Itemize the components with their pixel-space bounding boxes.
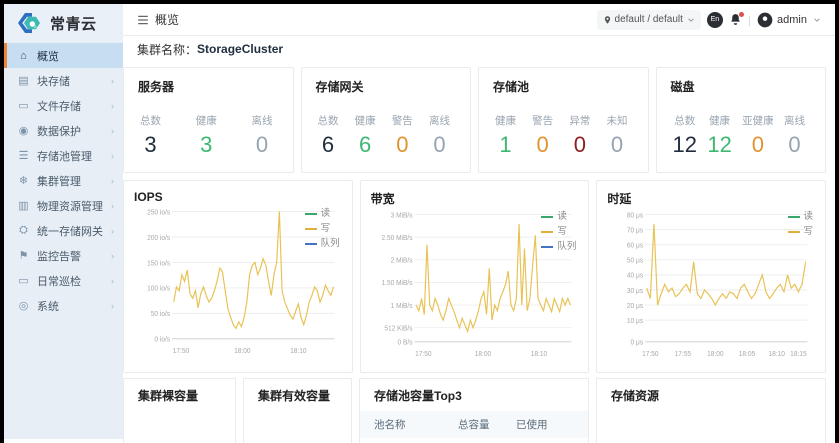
svg-text:200 io/s: 200 io/s [147, 235, 171, 242]
svg-text:17:55: 17:55 [675, 351, 692, 358]
svg-text:2 MiB/s: 2 MiB/s [390, 258, 413, 265]
svg-text:18:15: 18:15 [791, 351, 808, 358]
svg-text:0 B/s: 0 B/s [397, 340, 413, 347]
svg-text:512 KiB/s: 512 KiB/s [384, 325, 413, 332]
svg-text:100 io/s: 100 io/s [147, 286, 171, 293]
svg-text:20 μs: 20 μs [627, 303, 644, 310]
svg-text:18:00: 18:00 [707, 351, 724, 358]
svg-text:18:05: 18:05 [739, 351, 756, 358]
svg-text:18:00: 18:00 [474, 351, 491, 358]
svg-text:60 μs: 60 μs [627, 242, 644, 249]
svg-text:70 μs: 70 μs [627, 227, 644, 234]
svg-text:0 μs: 0 μs [631, 340, 644, 347]
svg-text:2.50 MiB/s: 2.50 MiB/s [381, 235, 413, 242]
svg-text:0 io/s: 0 io/s [154, 337, 170, 344]
svg-text:1 MiB/s: 1 MiB/s [390, 303, 413, 310]
svg-text:3 MiB/s: 3 MiB/s [390, 212, 413, 219]
svg-text:10 μs: 10 μs [627, 318, 644, 325]
svg-text:50 io/s: 50 io/s [151, 311, 171, 318]
svg-text:18:00: 18:00 [234, 348, 251, 355]
svg-text:18:10: 18:10 [769, 351, 786, 358]
svg-text:17:50: 17:50 [415, 351, 432, 358]
svg-text:17:50: 17:50 [642, 351, 659, 358]
svg-text:1.50 MiB/s: 1.50 MiB/s [381, 280, 413, 287]
svg-text:18:10: 18:10 [530, 351, 547, 358]
svg-text:250 io/s: 250 io/s [147, 209, 171, 216]
svg-text:18:10: 18:10 [290, 348, 307, 355]
svg-text:17:50: 17:50 [173, 348, 190, 355]
svg-text:40 μs: 40 μs [627, 273, 644, 280]
svg-text:150 io/s: 150 io/s [147, 260, 171, 267]
svg-text:80 μs: 80 μs [627, 212, 644, 219]
svg-text:30 μs: 30 μs [627, 288, 644, 295]
svg-text:50 μs: 50 μs [627, 258, 644, 265]
